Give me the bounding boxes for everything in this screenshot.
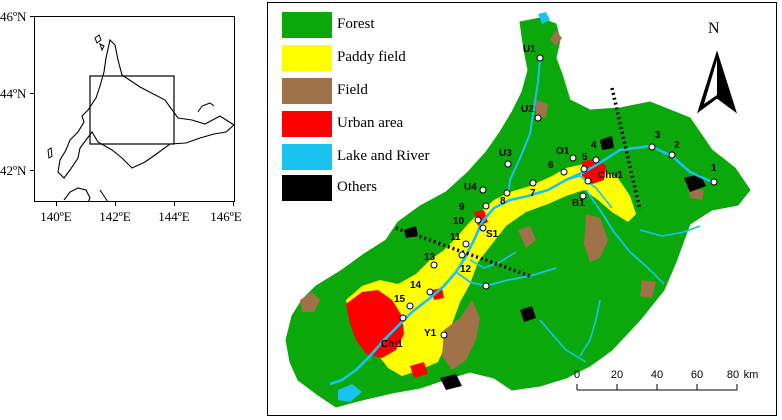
legend-label: Others xyxy=(337,179,377,195)
station-label: Chi1 xyxy=(381,339,403,350)
station-label: 10 xyxy=(453,216,465,227)
legend-label: Urban area xyxy=(337,115,404,131)
scale-tick-label: 60 xyxy=(690,369,704,381)
lon-tick xyxy=(56,201,57,206)
station-label: 15 xyxy=(394,294,406,305)
lon-tick xyxy=(115,201,116,206)
station-label: Y1 xyxy=(424,328,437,339)
scale-tick-label: 20 xyxy=(610,369,624,381)
station-label: 12 xyxy=(460,264,472,275)
station-label: 14 xyxy=(410,280,422,291)
station-label: 7 xyxy=(530,188,536,199)
island-rebun xyxy=(99,43,105,52)
lat-label: 42ºN xyxy=(0,163,27,178)
legend-label: Paddy field xyxy=(337,49,406,65)
station-label: 3 xyxy=(655,130,661,141)
lat-tick xyxy=(30,170,35,171)
study-area-box xyxy=(89,75,175,145)
legend-swatch xyxy=(282,144,332,170)
station-label: U4 xyxy=(464,182,477,193)
lon-tick xyxy=(233,201,234,206)
lat-tick xyxy=(30,93,35,94)
honshu-coastline xyxy=(63,187,91,203)
scale-tick-label: 80 xyxy=(726,369,740,381)
lat-label: 44ºN xyxy=(0,86,27,101)
lon-label: 142ºE xyxy=(99,209,131,224)
station-label: U1 xyxy=(523,44,536,55)
scale-tick-label: 40 xyxy=(650,369,664,381)
lon-label: 144ºE xyxy=(158,209,190,224)
lon-label: 140ºE xyxy=(40,209,72,224)
legend-label: Lake and River xyxy=(337,148,430,164)
lon-tick xyxy=(174,201,175,206)
island-okushiri xyxy=(47,147,53,159)
scale-tick-label: 0 xyxy=(573,369,581,381)
legend-swatch xyxy=(282,78,332,104)
legend-label: Field xyxy=(337,82,368,98)
station-label: 11 xyxy=(450,232,461,243)
north-label: N xyxy=(708,20,720,37)
legend-swatch xyxy=(282,12,332,38)
inset-map-frame xyxy=(34,16,235,202)
station-label: S1 xyxy=(486,229,499,240)
lon-label: 146ºE xyxy=(210,209,242,224)
urban-area-sapporo xyxy=(346,290,404,358)
others-area xyxy=(684,174,706,192)
legend-swatch xyxy=(282,111,332,137)
lat-tick xyxy=(30,16,35,17)
scale-bar xyxy=(576,384,738,391)
station-label: U3 xyxy=(499,148,512,159)
station-label: Chu1 xyxy=(598,170,623,181)
lake xyxy=(338,384,362,402)
legend-label: Forest xyxy=(337,16,375,32)
hokkaido-coastline xyxy=(57,38,235,179)
station-label: O1 xyxy=(556,146,570,157)
field-area xyxy=(442,300,480,370)
boundary-line xyxy=(610,87,642,211)
station-label: 2 xyxy=(674,140,680,151)
scale-unit: km xyxy=(743,369,759,381)
legend-swatch xyxy=(282,45,332,71)
station-label: 1 xyxy=(711,163,717,174)
station-label: 5 xyxy=(582,152,588,163)
lat-label: 46ºN xyxy=(0,9,27,24)
station-label: B1 xyxy=(572,198,585,209)
station-label: 9 xyxy=(459,202,465,213)
station-label: U2 xyxy=(521,104,534,115)
station-label: 8 xyxy=(500,196,506,207)
station-label: 4 xyxy=(591,140,597,151)
paddy-field-area xyxy=(346,164,636,376)
island-rishiri xyxy=(94,34,102,44)
ishikari-river xyxy=(329,144,713,386)
legend-swatch xyxy=(282,175,332,201)
station-label: 6 xyxy=(548,160,554,171)
station-label: 13 xyxy=(424,252,436,263)
